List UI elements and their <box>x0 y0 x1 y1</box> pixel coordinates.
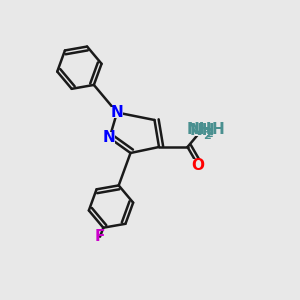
FancyBboxPatch shape <box>195 124 215 136</box>
FancyBboxPatch shape <box>192 160 204 171</box>
Text: 2: 2 <box>206 129 213 139</box>
Text: N: N <box>111 105 123 120</box>
Text: F: F <box>95 229 105 244</box>
Text: NH: NH <box>189 123 215 138</box>
Text: NH: NH <box>186 122 212 137</box>
Text: 2: 2 <box>203 131 211 141</box>
Text: O: O <box>191 158 205 173</box>
Text: N: N <box>103 130 116 146</box>
FancyBboxPatch shape <box>103 132 116 144</box>
Text: H: H <box>212 122 225 137</box>
FancyBboxPatch shape <box>111 107 123 118</box>
FancyBboxPatch shape <box>194 124 210 136</box>
